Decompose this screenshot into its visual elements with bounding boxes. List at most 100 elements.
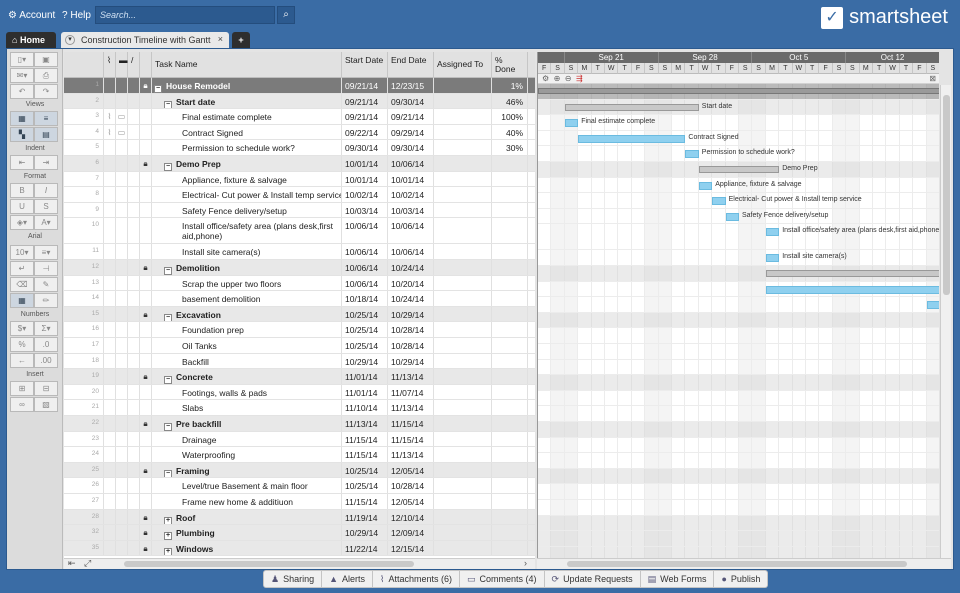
percent-done-cell[interactable] <box>492 540 528 556</box>
indent-icon[interactable]: ⇥ <box>34 155 58 170</box>
row-number[interactable]: 14 <box>64 291 104 306</box>
end-date-cell[interactable]: 09/30/14 <box>388 140 434 155</box>
task-name-cell[interactable]: − Start date <box>152 93 342 109</box>
start-date-cell[interactable]: 11/15/14 <box>342 447 388 462</box>
row-comment-cell[interactable] <box>116 353 128 369</box>
collapse-icon[interactable]: − <box>164 469 172 478</box>
row-edit-cell[interactable] <box>128 369 140 384</box>
task-name-cell[interactable]: Appliance, fixture & salvage <box>152 171 342 187</box>
task-name-cell[interactable]: − Demo Prep <box>152 156 342 171</box>
gantt-vertical-scrollbar[interactable] <box>940 85 951 558</box>
row-number[interactable]: 6 <box>64 156 104 171</box>
row-comment-cell[interactable] <box>116 447 128 462</box>
row-number[interactable]: 27 <box>64 494 104 509</box>
end-date-cell[interactable]: 11/15/14 <box>388 431 434 447</box>
zoom-out-icon[interactable]: ⊖ <box>564 74 572 83</box>
table-row[interactable]: 23 Drainage 11/15/14 11/15/14 <box>64 431 535 448</box>
percent-done-cell[interactable] <box>492 171 528 187</box>
task-name-cell[interactable]: Frame new home & additiuon <box>152 494 342 509</box>
percent-done-cell[interactable] <box>492 244 528 259</box>
row-edit-cell[interactable] <box>128 306 140 322</box>
row-comment-cell[interactable]: ▭ <box>116 124 128 140</box>
row-number[interactable]: 22 <box>64 416 104 431</box>
row-number[interactable]: 2 <box>64 93 104 109</box>
start-date-cell[interactable]: 11/10/14 <box>342 400 388 415</box>
row-edit-cell[interactable] <box>128 124 140 140</box>
toolbar-label-font[interactable]: Arial <box>27 233 42 240</box>
redo-icon[interactable]: ↷ <box>34 84 58 99</box>
start-date-cell[interactable]: 11/15/14 <box>342 431 388 447</box>
task-name-cell[interactable]: + Roof <box>152 509 342 525</box>
gantt-bar[interactable] <box>765 285 939 294</box>
gantt-bar[interactable] <box>698 181 713 190</box>
table-row[interactable]: 35 🔒︎ + Windows 11/22/14 12/15/14 <box>64 540 535 557</box>
row-number[interactable]: 18 <box>64 353 104 369</box>
strikethrough-icon[interactable]: S <box>34 199 58 214</box>
italic-icon[interactable]: I <box>34 183 58 198</box>
row-edit-cell[interactable] <box>128 540 140 556</box>
percent-done-cell[interactable] <box>492 494 528 509</box>
start-date-cell[interactable]: 10/06/14 <box>342 244 388 259</box>
gantt-hscroll-thumb[interactable] <box>567 561 907 567</box>
assigned-to-cell[interactable] <box>434 124 492 140</box>
start-date-cell[interactable]: 09/22/14 <box>342 124 388 140</box>
bottom-comments-button[interactable]: ▭ Comments (4) <box>459 570 545 588</box>
table-row[interactable]: 17 Oil Tanks 10/25/14 10/28/14 <box>64 338 535 354</box>
row-comment-cell[interactable] <box>116 260 128 275</box>
task-name-cell[interactable]: Final estimate complete <box>152 109 342 124</box>
row-edit-cell[interactable] <box>128 431 140 447</box>
table-row[interactable]: 12 🔒︎ − Demolition 10/06/14 10/24/14 <box>64 260 535 276</box>
assigned-to-cell[interactable] <box>434 400 492 415</box>
percent-done-cell[interactable] <box>492 369 528 384</box>
row-edit-cell[interactable] <box>128 93 140 109</box>
end-date-cell[interactable]: 10/06/14 <box>388 218 434 244</box>
table-row[interactable]: 10 Install office/safety area (plans desk… <box>64 218 535 245</box>
percent-done-cell[interactable] <box>492 218 528 244</box>
row-number[interactable]: 13 <box>64 275 104 291</box>
gantt-bar[interactable] <box>926 301 939 310</box>
table-row[interactable]: 25 🔒︎ − Framing 10/25/14 12/05/14 <box>64 462 535 479</box>
new-icon[interactable]: ▯▾ <box>10 52 34 67</box>
row-number[interactable]: 10 <box>64 218 104 244</box>
table-row[interactable]: 4 ⌇ ▭ Contract Signed 09/22/14 09/29/14 40% <box>64 124 535 141</box>
grid-view-icon[interactable]: ▦ <box>10 111 34 126</box>
bottom-alerts-button[interactable]: ▲ Alerts <box>322 570 374 588</box>
row-attachment-cell[interactable] <box>104 478 116 493</box>
expand-icon[interactable]: + <box>164 532 172 540</box>
row-attachment-cell[interactable] <box>104 156 116 171</box>
percent-done-cell[interactable] <box>492 156 528 171</box>
row-attachment-cell[interactable] <box>104 187 116 202</box>
row-attachment-cell[interactable] <box>104 93 116 109</box>
header-task-name[interactable]: Task Name <box>152 52 342 78</box>
start-date-cell[interactable]: 10/02/14 <box>342 187 388 202</box>
row-attachment-cell[interactable] <box>104 78 116 93</box>
assigned-to-cell[interactable] <box>434 109 492 124</box>
assigned-to-cell[interactable] <box>434 384 492 400</box>
expand-icon[interactable]: + <box>164 516 172 525</box>
decimal-icon[interactable]: .0 <box>34 337 58 352</box>
row-comment-cell[interactable] <box>116 494 128 509</box>
row-number[interactable]: 35 <box>64 540 104 556</box>
row-edit-cell[interactable] <box>128 447 140 462</box>
start-date-cell[interactable]: 10/29/14 <box>342 353 388 369</box>
task-name-cell[interactable]: Safety Fence delivery/setup <box>152 202 342 218</box>
card-view-icon[interactable]: ▚ <box>10 127 34 142</box>
row-number[interactable]: 5 <box>64 140 104 155</box>
row-attachment-cell[interactable] <box>104 244 116 259</box>
row-number[interactable]: 8 <box>64 187 104 202</box>
end-date-cell[interactable]: 09/21/14 <box>388 109 434 124</box>
clear-format-icon[interactable]: ⌫ <box>10 277 34 292</box>
row-attachment-cell[interactable] <box>104 400 116 415</box>
tab-sheet[interactable]: ▾ Construction Timeline with Gantt × <box>61 32 229 48</box>
underline-icon[interactable]: U <box>10 199 34 214</box>
row-edit-cell[interactable] <box>128 400 140 415</box>
gantt-view-icon[interactable]: ≡ <box>34 111 58 126</box>
row-edit-cell[interactable] <box>128 416 140 431</box>
row-number[interactable]: 3 <box>64 109 104 124</box>
end-date-cell[interactable]: 10/28/14 <box>388 478 434 493</box>
row-comment-cell[interactable] <box>116 202 128 218</box>
row-edit-cell[interactable] <box>128 291 140 306</box>
row-number[interactable]: 16 <box>64 322 104 337</box>
collapse-icon[interactable]: − <box>164 423 172 431</box>
end-date-cell[interactable]: 11/13/14 <box>388 369 434 384</box>
